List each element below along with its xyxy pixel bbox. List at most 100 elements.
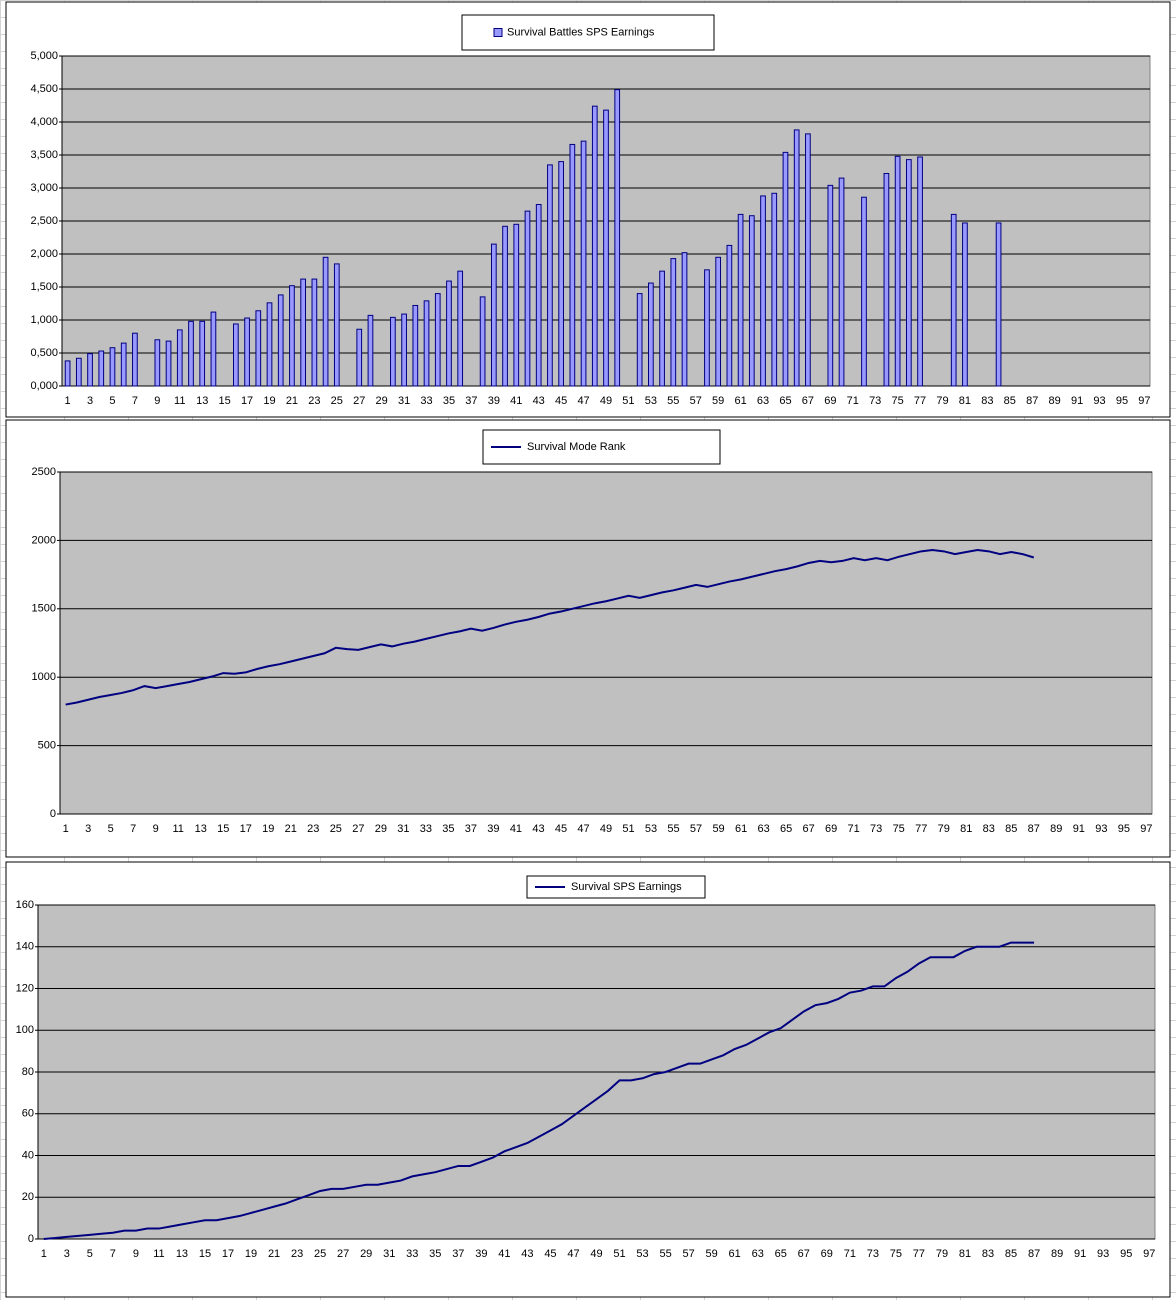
x-tick-label: 11 bbox=[153, 1248, 164, 1260]
bar bbox=[748, 215, 755, 387]
bar bbox=[367, 314, 374, 387]
bar bbox=[950, 213, 957, 387]
x-tick-label: 87 bbox=[1028, 1248, 1040, 1260]
legend-label: Survival Battles SPS Earnings bbox=[507, 26, 655, 38]
bar bbox=[132, 332, 138, 387]
bar bbox=[277, 294, 284, 387]
bar bbox=[322, 256, 329, 387]
bar bbox=[75, 357, 82, 387]
x-tick-label: 69 bbox=[825, 823, 837, 835]
x-tick-label: 63 bbox=[757, 395, 769, 407]
y-tick-label: 2,500 bbox=[30, 215, 58, 227]
x-tick-label: 89 bbox=[1050, 823, 1062, 835]
x-tick-label: 85 bbox=[1005, 823, 1017, 835]
x-tick-label: 95 bbox=[1120, 1248, 1132, 1260]
x-tick-label: 47 bbox=[577, 823, 589, 835]
x-tick-label: 75 bbox=[893, 823, 905, 835]
bar bbox=[255, 310, 262, 387]
x-tick-label: 55 bbox=[659, 1248, 671, 1260]
x-tick-label: 93 bbox=[1097, 1248, 1109, 1260]
x-tick-label: 81 bbox=[959, 395, 971, 407]
x-tick-label: 23 bbox=[307, 823, 319, 835]
x-tick-label: 9 bbox=[153, 823, 159, 835]
x-tick-label: 61 bbox=[735, 823, 747, 835]
x-tick-label: 37 bbox=[465, 823, 477, 835]
x-tick-label: 91 bbox=[1071, 395, 1083, 407]
x-tick-label: 59 bbox=[706, 1248, 718, 1260]
bar bbox=[905, 159, 912, 387]
x-tick-label: 67 bbox=[802, 395, 814, 407]
x-tick-label: 17 bbox=[240, 823, 252, 835]
x-tick-label: 35 bbox=[443, 395, 455, 407]
x-tick-label: 13 bbox=[196, 395, 208, 407]
bar bbox=[233, 323, 239, 387]
x-tick-label: 43 bbox=[521, 1248, 533, 1260]
y-tick-label: 1,000 bbox=[30, 314, 58, 326]
x-tick-label: 91 bbox=[1074, 1248, 1086, 1260]
y-tick-label: 0,500 bbox=[30, 347, 58, 359]
bar bbox=[704, 269, 710, 387]
x-tick-label: 89 bbox=[1051, 1248, 1063, 1260]
legend bbox=[461, 14, 715, 51]
y-tick-label: 0 bbox=[28, 1233, 34, 1245]
x-tick-label: 15 bbox=[199, 1248, 211, 1260]
x-tick-label: 1 bbox=[65, 395, 71, 407]
bar bbox=[569, 143, 576, 387]
x-tick-label: 97 bbox=[1143, 1248, 1155, 1260]
x-tick-label: 5 bbox=[87, 1248, 93, 1260]
x-tick-label: 19 bbox=[245, 1248, 257, 1260]
x-tick-label: 53 bbox=[645, 395, 657, 407]
bar bbox=[603, 109, 609, 387]
x-tick-label: 55 bbox=[667, 395, 679, 407]
x-tick-label: 87 bbox=[1026, 395, 1038, 407]
plot-area bbox=[59, 471, 1153, 815]
x-tick-label: 73 bbox=[869, 395, 881, 407]
x-tick-label: 29 bbox=[375, 823, 387, 835]
x-tick-label: 65 bbox=[780, 823, 792, 835]
x-tick-label: 69 bbox=[821, 1248, 833, 1260]
y-tick-label: 500 bbox=[38, 740, 56, 752]
bar bbox=[333, 263, 340, 387]
bar bbox=[962, 222, 968, 387]
x-tick-label: 67 bbox=[803, 823, 815, 835]
y-tick-label: 2,000 bbox=[30, 248, 58, 260]
legend-label: Survival Mode Rank bbox=[527, 441, 626, 453]
y-tick-label: 120 bbox=[16, 982, 34, 994]
y-tick-label: 1000 bbox=[32, 671, 56, 683]
bar bbox=[827, 184, 834, 387]
x-tick-label: 49 bbox=[600, 823, 612, 835]
y-tick-label: 60 bbox=[22, 1108, 34, 1120]
bar bbox=[289, 285, 295, 387]
x-tick-label: 81 bbox=[959, 1248, 971, 1260]
x-tick-label: 71 bbox=[848, 823, 860, 835]
x-tick-label: 75 bbox=[890, 1248, 902, 1260]
bar bbox=[580, 140, 587, 387]
bar bbox=[199, 320, 206, 387]
x-tick-label: 93 bbox=[1095, 823, 1107, 835]
x-tick-label: 77 bbox=[913, 1248, 925, 1260]
bar bbox=[210, 311, 217, 387]
x-tick-label: 25 bbox=[331, 395, 343, 407]
y-tick-label: 4,500 bbox=[30, 83, 58, 95]
x-tick-label: 45 bbox=[555, 823, 567, 835]
x-tick-label: 25 bbox=[314, 1248, 326, 1260]
x-tick-label: 65 bbox=[779, 395, 791, 407]
x-tick-label: 91 bbox=[1073, 823, 1085, 835]
legend-label: Survival SPS Earnings bbox=[571, 881, 682, 893]
x-tick-label: 33 bbox=[406, 1248, 418, 1260]
bar bbox=[446, 280, 452, 387]
x-tick-label: 33 bbox=[420, 395, 432, 407]
x-tick-label: 79 bbox=[936, 1248, 948, 1260]
bar bbox=[401, 313, 407, 387]
x-tick-label: 43 bbox=[533, 395, 545, 407]
x-tick-label: 49 bbox=[590, 1248, 602, 1260]
x-tick-label: 85 bbox=[1005, 1248, 1017, 1260]
bar bbox=[636, 293, 643, 387]
x-tick-label: 29 bbox=[360, 1248, 372, 1260]
bar bbox=[165, 340, 172, 387]
x-tick-label: 27 bbox=[352, 823, 364, 835]
x-tick-label: 51 bbox=[622, 823, 634, 835]
bar bbox=[434, 293, 441, 387]
